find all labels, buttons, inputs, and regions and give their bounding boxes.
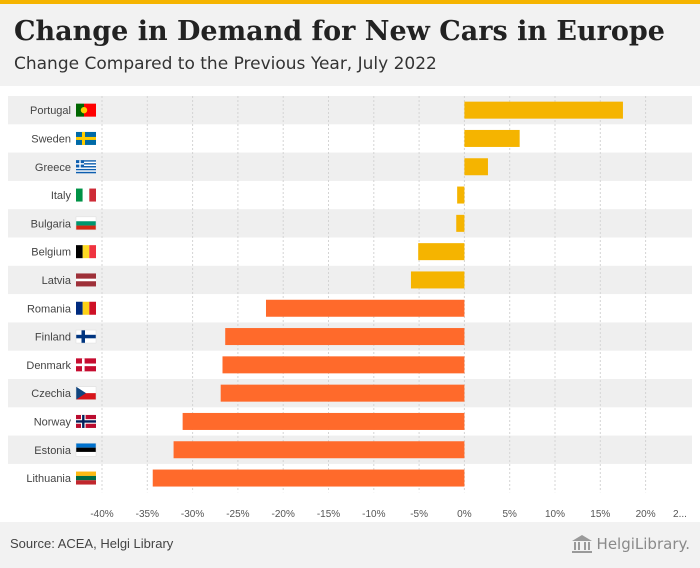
bar-romania (265, 299, 465, 317)
source-note: Source: ACEA, Helgi Library (10, 536, 174, 551)
bar-latvia (410, 271, 465, 289)
chart-title: Change in Demand for New Cars in Europe (14, 16, 665, 47)
x-tick-label: 10% (545, 509, 565, 520)
x-tick-label: -10% (362, 509, 385, 520)
x-tick-label: -25% (226, 509, 249, 520)
country-label: Finland (35, 332, 71, 344)
estonia-flag-icon (75, 443, 97, 457)
italy-flag-icon (76, 188, 96, 202)
country-label: Norway (34, 416, 72, 428)
x-tick-label: -30% (181, 509, 204, 520)
country-label: Belgium (31, 247, 71, 259)
country-label: Sweden (31, 133, 71, 145)
x-tick-label: 20% (636, 509, 656, 520)
row-band (8, 265, 692, 295)
x-tick-label: 15% (590, 509, 610, 520)
x-tick-label: 5% (502, 509, 517, 520)
country-label: Denmark (26, 360, 71, 372)
bar-italy (457, 186, 465, 204)
bar-sweden (464, 129, 520, 147)
bar-portugal (464, 101, 623, 119)
x-tick-label: -5% (410, 509, 428, 520)
country-label: Czechia (31, 388, 72, 400)
greece-flag-icon (76, 160, 96, 174)
country-label: Bulgaria (31, 218, 72, 230)
country-label: Portugal (30, 105, 71, 117)
chart-subtitle: Change Compared to the Previous Year, Ju… (14, 54, 437, 74)
x-tick-label: -40% (90, 509, 113, 520)
romania-flag-icon (76, 301, 96, 315)
x-tick-label: 2... (673, 509, 687, 520)
finland-flag-icon (75, 329, 97, 344)
country-label: Latvia (42, 275, 72, 287)
brand-name: HelgiLibrary. (596, 535, 690, 553)
chart-footer: Source: ACEA, Helgi Library HelgiLibrary… (0, 522, 700, 568)
bulgaria-flag-icon (75, 216, 97, 231)
chart-header: Change in Demand for New Cars in Europe … (0, 4, 700, 86)
bar-finland (225, 328, 465, 346)
norway-flag-icon (76, 414, 96, 428)
brand-logo: HelgiLibrary. (571, 533, 690, 555)
bar-greece (464, 158, 488, 176)
czechia-flag-icon (75, 386, 97, 400)
lithuania-flag-icon (76, 471, 96, 485)
country-label: Estonia (34, 445, 72, 457)
row-band (8, 152, 692, 181)
portugal-flag-icon (76, 103, 96, 117)
bar-denmark (222, 356, 465, 374)
country-label: Lithuania (26, 473, 72, 485)
bar-norway (182, 412, 465, 430)
bar-belgium (418, 243, 465, 261)
bar-estonia (173, 441, 465, 459)
denmark-flag-icon (76, 358, 96, 372)
bar-czechia (220, 384, 465, 402)
bar-bulgaria (456, 214, 465, 232)
sweden-flag-icon (76, 131, 96, 145)
bar-chart: -40% -35% -30% -25% -20% -15% -10% -5% 0% 5% 10% 15… (8, 96, 692, 520)
bar-lithuania (152, 469, 465, 487)
row-band (8, 209, 692, 238)
country-label: Italy (51, 190, 72, 202)
belgium-flag-icon (76, 245, 96, 259)
x-tick-label: -35% (136, 509, 159, 520)
country-label: Romania (27, 303, 72, 315)
x-tick-label: -20% (272, 509, 295, 520)
latvia-flag-icon (76, 273, 96, 287)
x-tick-label: -15% (317, 509, 340, 520)
accent-bar (0, 0, 700, 4)
country-label: Greece (35, 162, 71, 174)
library-building-icon (571, 535, 592, 553)
x-tick-label: 0% (457, 509, 472, 520)
